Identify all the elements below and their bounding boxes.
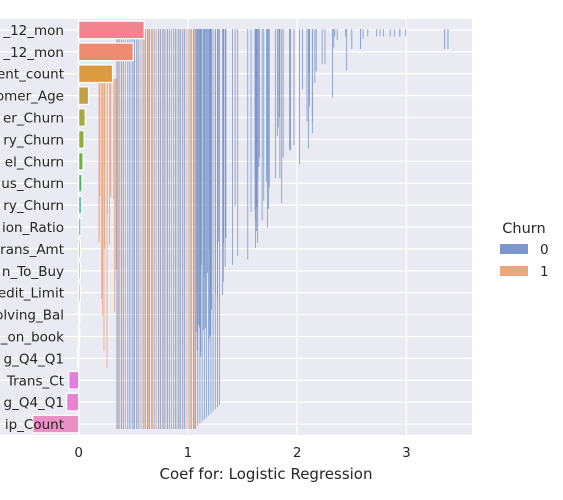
bar-2 <box>78 64 114 84</box>
y-tick-label: g_Q4_Q1 <box>4 351 65 367</box>
y-tick-label: rans_Amt <box>0 242 64 258</box>
y-tick-label: er_Churn <box>3 111 64 127</box>
bar-3 <box>78 86 90 105</box>
bar-7 <box>78 173 83 193</box>
bar-8 <box>78 195 82 215</box>
x-tick-label: 2 <box>293 445 302 461</box>
y-tick-label: ip_Count <box>5 417 64 433</box>
y-tick-label: el_Churn <box>5 154 64 170</box>
bar-10 <box>78 239 81 259</box>
legend-swatch-0 <box>500 244 528 254</box>
distribution-overlay <box>98 29 449 429</box>
y-tick-label: omer_Age <box>0 89 64 105</box>
legend-label: 0 <box>540 242 549 258</box>
bar-5 <box>78 130 85 149</box>
y-tick-label: _12_mon <box>2 45 64 61</box>
y-tick-label: _12_mon <box>2 23 64 39</box>
bar-14 <box>78 327 81 346</box>
y-tick-label: ent_count <box>0 67 64 83</box>
y-tick-label: _on_book <box>0 329 64 345</box>
y-tick-label: ion_Ratio <box>2 220 64 236</box>
y-tick-label: ry_Churn <box>3 198 64 214</box>
x-tick-label: 0 <box>74 445 83 461</box>
bar-12 <box>78 283 81 303</box>
bars <box>32 20 145 434</box>
bar-15 <box>76 349 80 368</box>
y-tick-label: edit_Limit <box>0 286 64 302</box>
bar-17 <box>66 392 80 412</box>
bar-13 <box>78 305 81 324</box>
y-tick-label: ry_Churn <box>3 132 64 148</box>
y-tick-label: g_Q4_Q1 <box>4 395 65 411</box>
y-tick-label: Trans_Ct <box>6 373 64 389</box>
x-tick-labels: 0 1 2 3 <box>74 445 410 461</box>
bar-9 <box>78 217 82 237</box>
bar-18 <box>32 414 80 434</box>
y-tick-label: olving_Bal <box>0 308 64 324</box>
bar-1 <box>78 42 134 62</box>
bar-6 <box>78 151 84 171</box>
bar-4 <box>78 108 86 127</box>
y-tick-labels: _12_mon _12_mon ent_count omer_Age er_Churnr… <box>0 23 64 433</box>
legend-title: Churn <box>502 221 545 237</box>
legend-swatch-1 <box>500 266 528 276</box>
x-axis-title: Coef for: Logistic Regression <box>160 465 373 483</box>
legend-label: 1 <box>540 264 549 280</box>
bar-16 <box>68 370 80 390</box>
y-tick-label: n_To_Buy <box>2 264 64 280</box>
x-tick-label: 3 <box>402 445 411 461</box>
bar-11 <box>78 261 81 281</box>
x-tick-label: 1 <box>184 445 193 461</box>
bar-0 <box>78 20 145 40</box>
legend: Churn 0 1 <box>500 221 549 280</box>
y-tick-label: us_Churn <box>1 176 64 192</box>
